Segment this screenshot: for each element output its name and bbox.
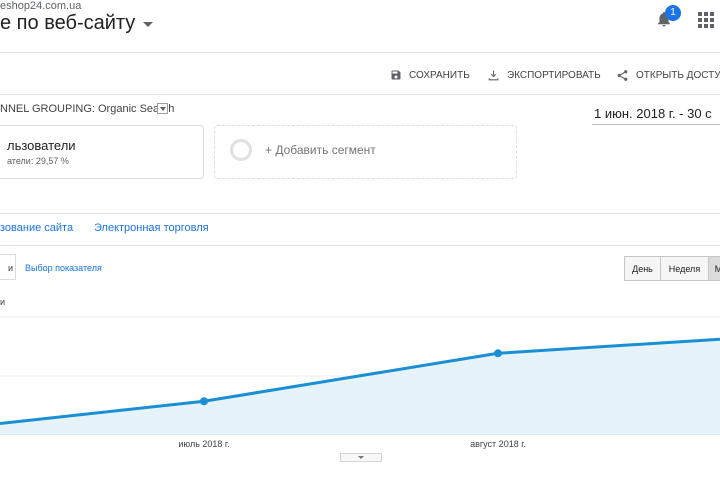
chart-expand-handle[interactable]	[340, 453, 382, 462]
metric-picker-link[interactable]: Выбор показателя	[25, 263, 102, 273]
add-segment-card[interactable]: + Добавить сегмент	[214, 125, 517, 179]
page-title[interactable]: е по веб-сайту	[0, 12, 136, 34]
channel-grouping-label: NNEL GROUPING: Organic Search	[0, 103, 175, 115]
site-url: eshop24.com.ua	[0, 0, 82, 12]
segment-name: льзователи	[7, 138, 76, 153]
segment-placeholder-circle	[230, 139, 252, 161]
chart-x-tick-label: август 2018 г.	[470, 439, 526, 449]
channel-grouping-dropdown[interactable]	[157, 103, 168, 114]
header-divider	[0, 52, 720, 53]
chart-area-fill	[0, 339, 720, 434]
download-icon	[488, 70, 499, 80]
save-button[interactable]: СОХРАНИТЬ	[390, 67, 470, 83]
add-segment-label: + Добавить сегмент	[265, 143, 376, 157]
metric-selector[interactable]	[0, 254, 16, 280]
series-label: и	[0, 297, 5, 307]
granularity-month-button[interactable]: М	[709, 256, 720, 281]
chart-x-ticks: июль 2018 г. август 2018 г.	[178, 439, 526, 449]
granularity-week-button[interactable]: Неделя	[661, 256, 709, 281]
tab-site-usage[interactable]: зование сайта	[0, 222, 74, 234]
segment-card-users[interactable]: льзователи атели: 29,57 %	[0, 125, 204, 179]
granularity-toggle: День Неделя М	[624, 256, 720, 281]
segment-subtitle: атели: 29,57 %	[7, 156, 69, 166]
notification-badge[interactable]: 1	[665, 5, 681, 21]
metric-and-label: и	[8, 263, 14, 273]
share-icon	[617, 69, 628, 81]
tab-ecommerce[interactable]: Электронная торговля	[94, 222, 209, 234]
save-label: СОХРАНИТЬ	[409, 69, 470, 81]
header	[0, 0, 720, 52]
chart-series-line	[0, 337, 720, 425]
tabs-divider-bottom	[0, 245, 720, 246]
toolbar-divider	[0, 94, 720, 95]
tabs-divider-top	[0, 213, 720, 214]
export-label: ЭКСПОРТИРОВАТЬ	[507, 69, 601, 81]
share-label: ОТКРЫТЬ ДОСТУП	[636, 69, 720, 81]
chart-points	[200, 349, 502, 406]
caret-down-icon[interactable]	[143, 22, 153, 27]
chart-data-point[interactable]	[494, 349, 502, 358]
chart-data-point[interactable]	[200, 397, 208, 406]
granularity-day-button[interactable]: День	[624, 256, 661, 281]
date-range-underline	[592, 124, 720, 125]
share-button[interactable]: ОТКРЫТЬ ДОСТУП	[616, 67, 720, 83]
apps-grid-icon[interactable]	[698, 12, 714, 28]
line-chart: и июль 2018 г. август 2018 г.	[0, 297, 720, 449]
chart-x-tick-label: июль 2018 г.	[178, 439, 229, 449]
date-range-picker[interactable]: 1 июн. 2018 г. - 30 с	[594, 106, 712, 121]
save-icon	[391, 70, 401, 80]
export-button[interactable]: ЭКСПОРТИРОВАТЬ	[487, 67, 601, 83]
